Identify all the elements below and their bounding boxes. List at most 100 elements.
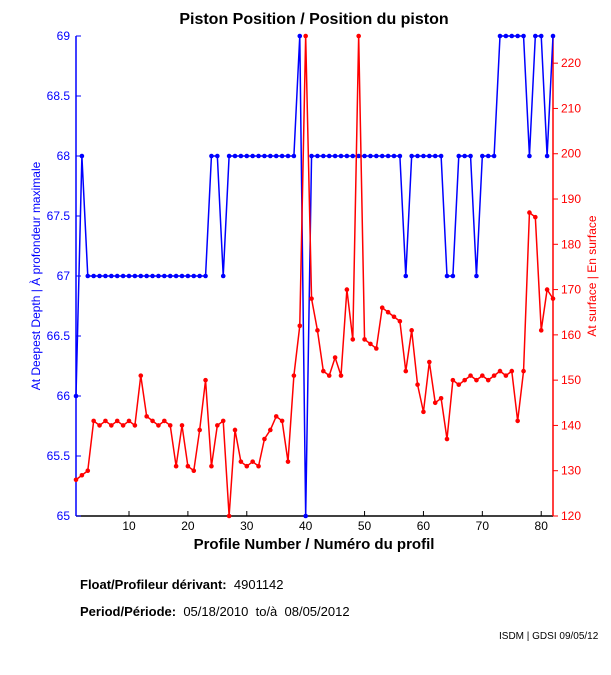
data-point <box>85 273 91 279</box>
data-point <box>203 377 208 383</box>
data-point <box>385 309 391 315</box>
y-left-tick-label: 69 <box>57 29 71 43</box>
data-point <box>462 153 467 159</box>
data-point <box>138 273 144 279</box>
data-point <box>315 153 320 159</box>
data-point <box>97 423 102 428</box>
data-point <box>79 153 85 159</box>
data-point <box>156 423 161 428</box>
data-point <box>326 153 332 159</box>
data-point <box>450 377 456 383</box>
data-point <box>309 296 314 301</box>
data-point <box>167 423 173 428</box>
data-point <box>350 153 356 159</box>
y-right-tick-label: 160 <box>561 328 581 342</box>
data-point <box>456 153 462 159</box>
data-point <box>262 153 267 159</box>
y-left-tick-label: 68.5 <box>47 89 71 103</box>
data-point <box>544 153 550 159</box>
data-point <box>362 153 367 159</box>
data-point <box>114 418 120 424</box>
y-axis-right-label: At surface | En surface <box>585 215 599 336</box>
y-left-tick-label: 67.5 <box>47 209 71 223</box>
data-point <box>162 418 167 424</box>
data-point <box>503 33 509 39</box>
x-tick-label: 20 <box>181 519 195 533</box>
data-point <box>191 468 197 474</box>
data-point <box>226 153 232 159</box>
data-point <box>444 273 450 279</box>
data-point <box>215 153 220 159</box>
x-tick-label: 10 <box>122 519 136 533</box>
data-point <box>273 414 279 419</box>
x-axis-label: Profile Number / Numéro du profil <box>194 536 435 553</box>
y-left-tick-label: 66 <box>57 389 71 403</box>
data-point <box>315 328 320 333</box>
data-point <box>167 273 173 279</box>
data-point <box>450 273 456 279</box>
data-point <box>191 273 197 279</box>
data-point <box>150 418 155 424</box>
data-point <box>238 459 244 464</box>
data-point <box>515 33 520 39</box>
data-point <box>220 418 226 424</box>
data-point <box>209 153 214 159</box>
period-value: 05/18/2010 to/à 08/05/2012 <box>183 604 350 619</box>
data-point <box>480 373 485 378</box>
data-point <box>409 328 414 333</box>
data-point <box>156 273 161 279</box>
data-point <box>203 273 208 279</box>
data-point <box>438 395 444 401</box>
data-point <box>474 273 479 279</box>
data-point <box>262 436 267 442</box>
float-label: Float/Profileur dérivant: <box>80 577 227 592</box>
data-point <box>109 273 114 279</box>
y-right-tick-label: 170 <box>561 283 581 297</box>
data-point <box>344 287 350 292</box>
period-label: Period/Période: <box>80 604 177 619</box>
data-point <box>91 418 96 424</box>
data-point <box>321 368 326 374</box>
data-point <box>197 427 202 433</box>
data-point <box>385 153 391 159</box>
data-point <box>527 210 532 215</box>
data-point <box>379 153 385 159</box>
data-point <box>120 423 126 428</box>
series-line-surface <box>75 35 554 517</box>
data-point <box>462 377 467 383</box>
data-point <box>321 153 326 159</box>
data-point <box>256 153 261 159</box>
data-point <box>109 423 114 428</box>
data-point <box>485 153 491 159</box>
data-point <box>362 337 367 342</box>
data-point <box>497 33 503 39</box>
data-point <box>468 153 473 159</box>
data-point <box>103 273 108 279</box>
data-point <box>544 287 550 292</box>
data-point <box>550 33 556 39</box>
period-info: Period/Période: 05/18/2010 to/à 08/05/20… <box>80 604 350 619</box>
data-point <box>521 368 526 374</box>
data-point <box>220 273 226 279</box>
x-tick-label: 40 <box>299 519 313 533</box>
x-tick-label: 80 <box>535 519 549 533</box>
data-point <box>533 33 538 39</box>
data-point <box>391 153 397 159</box>
data-point <box>432 153 438 159</box>
data-point <box>350 337 356 342</box>
data-point <box>126 273 132 279</box>
data-point <box>438 153 444 159</box>
data-point <box>326 373 332 378</box>
y-right-tick-label: 200 <box>561 147 581 161</box>
data-point <box>303 33 308 39</box>
float-info: Float/Profileur dérivant: 4901142 <box>80 577 284 592</box>
data-point <box>179 273 185 279</box>
data-point <box>533 214 538 220</box>
data-point <box>173 463 179 469</box>
data-point <box>279 418 285 424</box>
data-point <box>427 153 432 159</box>
x-tick-label: 30 <box>240 519 254 533</box>
data-point <box>497 368 503 374</box>
data-point <box>338 153 344 159</box>
y-left-tick-label: 68 <box>57 149 71 163</box>
